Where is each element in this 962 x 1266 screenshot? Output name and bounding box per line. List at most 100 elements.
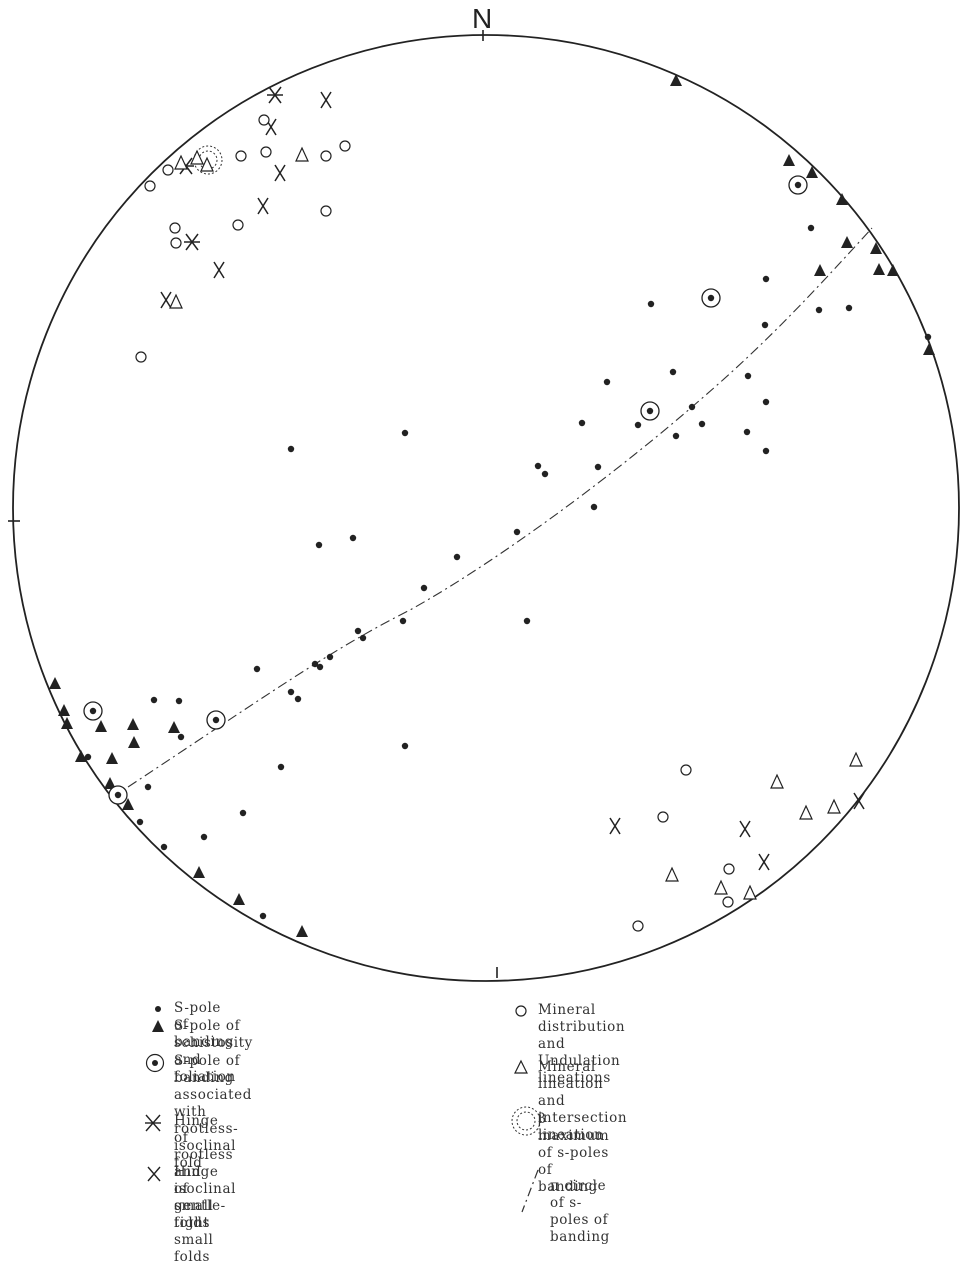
s-pole-banding-dot-5	[603, 378, 611, 386]
legend-s-pole-banding: S-pole of banding	[174, 1000, 234, 1050]
mineral-distribution-circle-16	[722, 896, 734, 908]
s-pole-banding-dot-17	[287, 445, 295, 453]
s-pole-banding-dot-12	[634, 421, 642, 429]
s-pole-banding-dot-44	[239, 809, 247, 817]
s-pole-banding-dot-10	[578, 419, 586, 427]
s-pole-banding-dot-34	[253, 665, 261, 673]
mineral-lineation-triangle-7	[770, 773, 784, 789]
s-pole-banding-dot-21	[590, 503, 598, 511]
north-label: N	[472, 3, 492, 34]
s-pole-schistosity-triangle-19	[75, 750, 87, 762]
mineral-distribution-circle-5	[260, 146, 272, 158]
s-pole-banding-dot-23	[453, 553, 461, 561]
s-pole-schistosity-triangle-23	[233, 893, 245, 905]
legend-open-triangle-symbol	[514, 1059, 528, 1074]
s-pole-schistosity-triangle-18	[106, 752, 118, 764]
s-pole-schistosity-triangle-10	[923, 343, 935, 355]
s-pole-banding-dot-6	[669, 368, 677, 376]
s-pole-banding-dot-39	[177, 733, 185, 741]
hinge-gentle-x-mark-6	[160, 291, 172, 309]
hinge-gentle-x-mark-8	[739, 820, 751, 838]
s-pole-schistosity-triangle-9	[887, 264, 899, 276]
s-pole-banding-dot-13	[672, 432, 680, 440]
mineral-lineation-triangle-5	[169, 293, 183, 309]
s-pole-banding-dot-31	[326, 653, 334, 661]
legend-mineral-distribution: Mineral distribution and Undulation line…	[538, 1002, 626, 1086]
mineral-distribution-circle-9	[232, 219, 244, 231]
s-pole-banding-fold-mark-3	[640, 401, 660, 421]
s-pole-schistosity-triangle-2	[783, 154, 795, 166]
s-pole-banding-dot-11	[698, 420, 706, 428]
legend-circled-dot-symbol	[145, 1053, 165, 1073]
hinge-gentle-x-mark-9	[758, 853, 770, 871]
mineral-distribution-circle-3	[144, 180, 156, 192]
s-pole-banding-dot-35	[287, 688, 295, 696]
s-pole-banding-dot-26	[523, 617, 531, 625]
mineral-lineation-triangle-12	[743, 884, 757, 900]
mineral-distribution-circle-8	[320, 205, 332, 217]
s-pole-schistosity-triangle-14	[95, 720, 107, 732]
s-pole-schistosity-triangle-7	[870, 242, 882, 254]
s-pole-banding-dot-47	[160, 843, 168, 851]
mineral-distribution-circle-14	[657, 811, 669, 823]
s-pole-schistosity-triangle-15	[127, 718, 139, 730]
legend-pi-circle: π circle of s-poles of banding	[550, 1178, 610, 1245]
s-pole-banding-dot-43	[144, 783, 152, 791]
s-pole-schistosity-triangle-12	[58, 704, 70, 716]
s-pole-schistosity-triangle-24	[296, 925, 308, 937]
mineral-distribution-circle-6	[320, 150, 332, 162]
s-pole-banding-dot-42	[277, 763, 285, 771]
mineral-lineation-triangle-1	[174, 154, 188, 170]
s-pole-banding-dot-24	[420, 584, 428, 592]
s-pole-banding-dot-28	[349, 534, 357, 542]
mineral-distribution-circle-17	[632, 920, 644, 932]
primitive-circle	[12, 34, 960, 982]
s-pole-schistosity-triangle-8	[873, 263, 885, 275]
legend-s-pole-schistosity: S-pole of schistosity and foliation	[174, 1018, 253, 1085]
s-pole-banding-dot-30	[359, 634, 367, 642]
mineral-distribution-circle-2	[162, 164, 174, 176]
mineral-lineation-triangle-4	[295, 146, 309, 162]
hinge-gentle-x-mark-3	[274, 164, 286, 182]
s-pole-schistosity-triangle-16	[168, 721, 180, 733]
mineral-distribution-circle-4	[235, 150, 247, 162]
s-pole-banding-dot-7	[744, 372, 752, 380]
s-pole-banding-dot-32	[311, 660, 319, 668]
s-pole-banding-dot-2	[762, 275, 770, 283]
mineral-lineation-triangle-6	[849, 751, 863, 767]
s-pole-banding-dot-29	[354, 627, 362, 635]
mineral-lineation-triangle-11	[714, 879, 728, 895]
s-pole-banding-dot-19	[541, 470, 549, 478]
mineral-lineation-triangle-9	[827, 798, 841, 814]
legend-s-pole-banding-fold: S-pole of banding associated with rootle…	[174, 1053, 253, 1171]
hinge-gentle-x-mark-10	[853, 792, 865, 810]
stereonet: N	[8, 3, 960, 982]
mineral-lineation-triangle-3	[200, 156, 214, 172]
s-pole-banding-dot-3	[647, 300, 655, 308]
mineral-distribution-circle-10	[169, 222, 181, 234]
legend-dash-dot-symbol	[521, 1169, 539, 1213]
s-pole-schistosity-triangle-5	[841, 236, 853, 248]
s-pole-banding-dot-38	[175, 697, 183, 705]
s-pole-banding-dot-18	[534, 462, 542, 470]
s-pole-schistosity-triangle-1	[670, 74, 682, 86]
s-pole-banding-dot-40	[401, 742, 409, 750]
s-pole-schistosity-triangle-13	[61, 717, 73, 729]
s-pole-banding-fold-mark-5	[206, 710, 226, 730]
s-pole-schistosity-triangle-6	[814, 264, 826, 276]
hinge-rootless-mark-1	[267, 86, 283, 104]
s-pole-banding-dot-46	[200, 833, 208, 841]
s-pole-banding-dot-1	[807, 224, 815, 232]
s-pole-schistosity-triangle-3	[806, 166, 818, 178]
hinge-gentle-x-mark-7	[609, 817, 621, 835]
s-pole-banding-dot-25	[399, 617, 407, 625]
mineral-distribution-circle-13	[680, 764, 692, 776]
s-pole-banding-dot-20	[594, 463, 602, 471]
mineral-distribution-circle-11	[170, 237, 182, 249]
s-pole-banding-dot-8	[762, 398, 770, 406]
s-pole-banding-fold-mark-6	[108, 785, 128, 805]
s-pole-banding-fold-mark-4	[83, 701, 103, 721]
mineral-distribution-circle-15	[723, 863, 735, 875]
s-pole-banding-dot-45	[136, 818, 144, 826]
plot-marks	[49, 74, 935, 937]
